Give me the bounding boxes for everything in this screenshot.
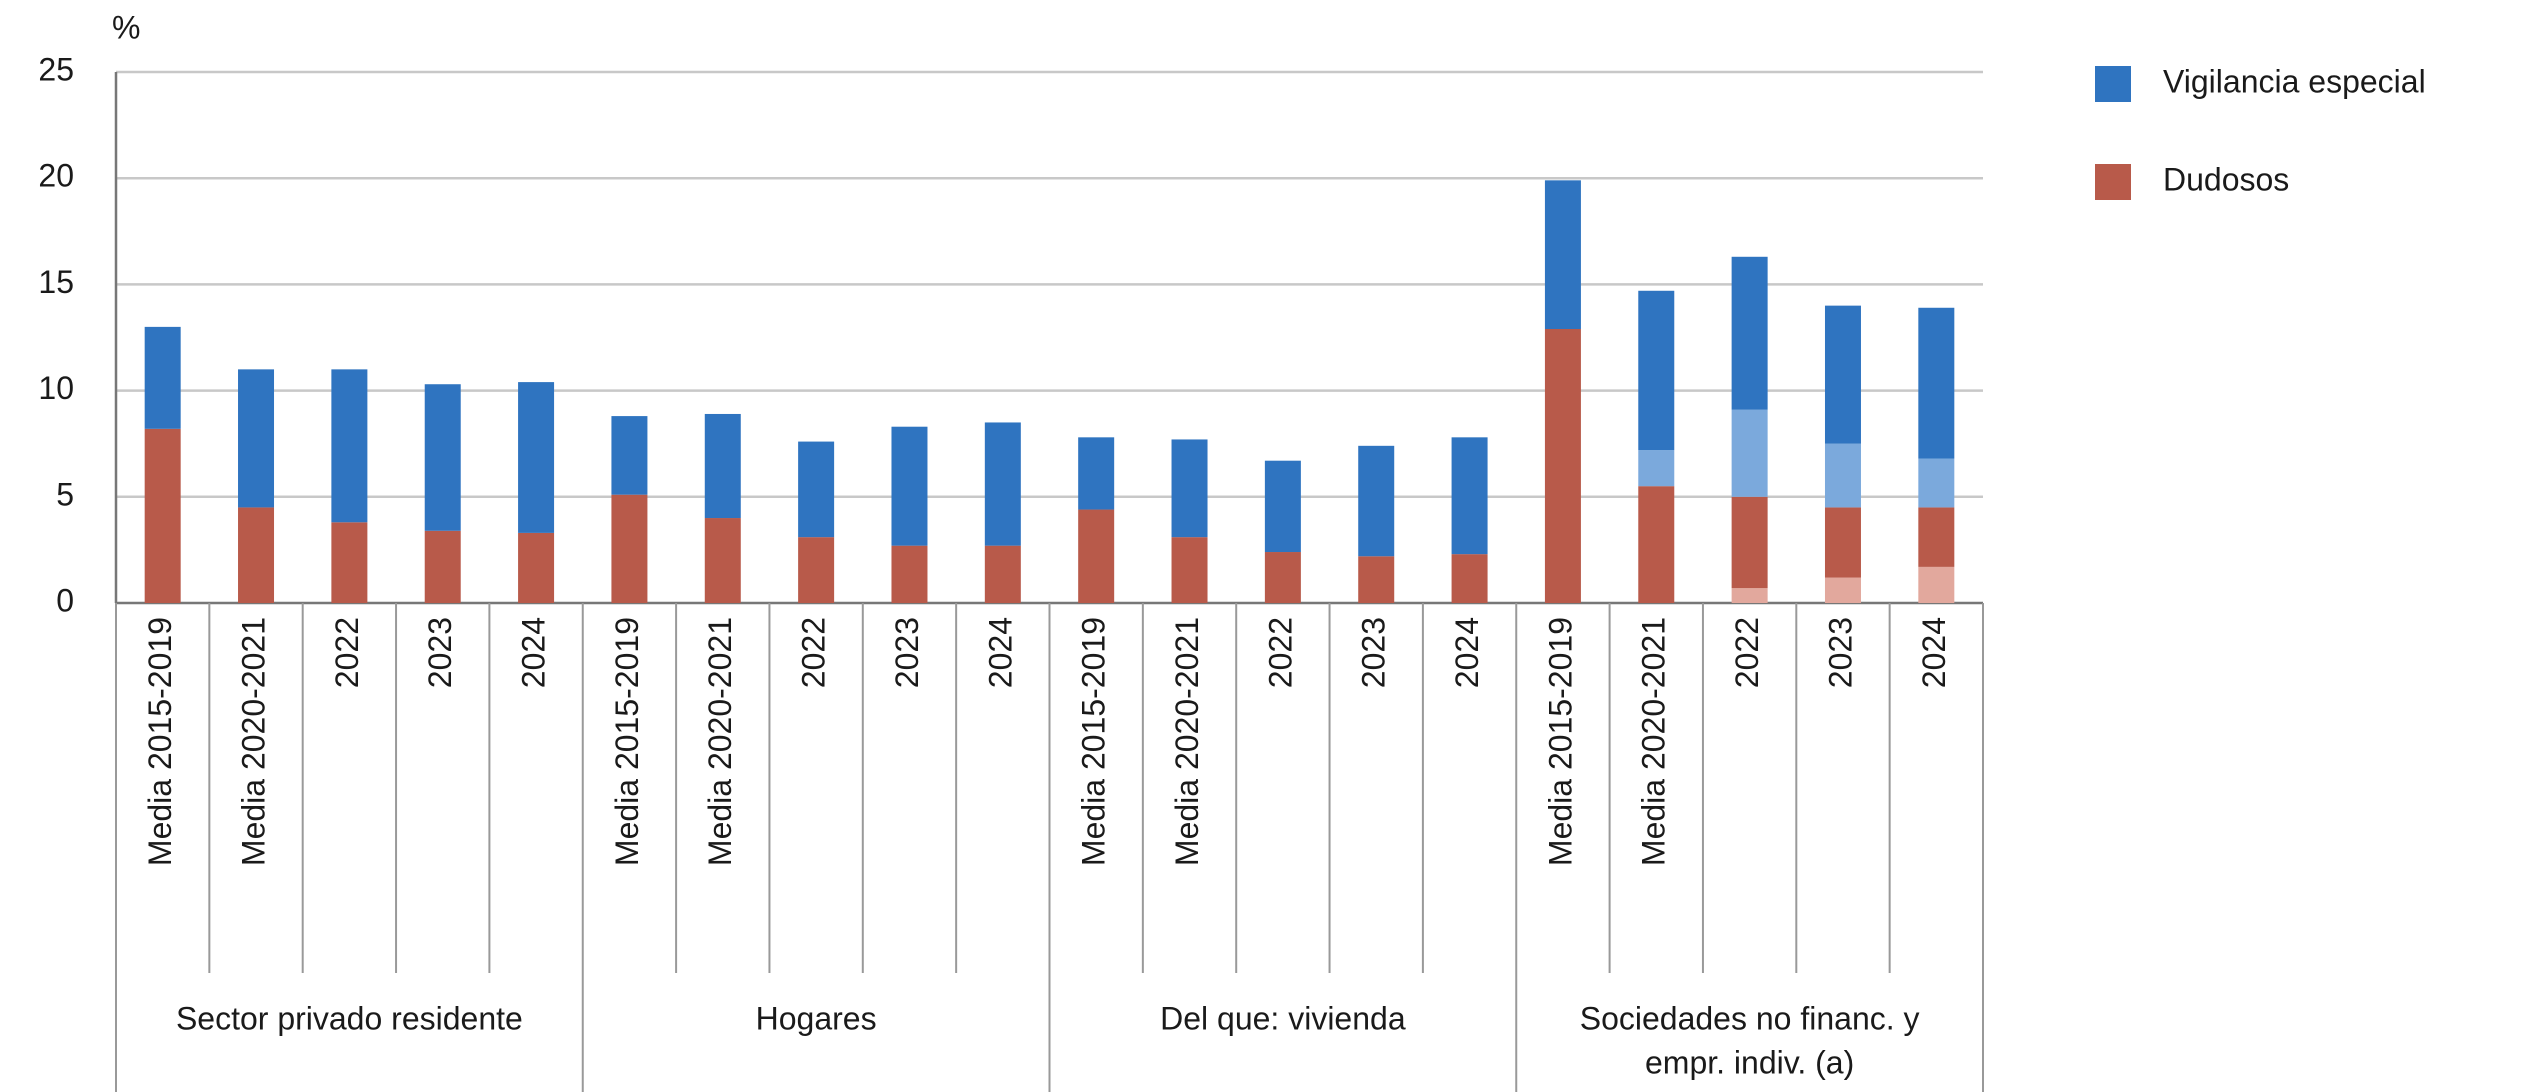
bar-segment — [1638, 290, 1675, 451]
x-tick-label: 2023 — [889, 617, 925, 688]
bar-segment — [611, 494, 648, 603]
group-label: Sector privado residente — [176, 1000, 523, 1036]
bar-segment — [144, 326, 181, 429]
bar-segment — [1638, 450, 1675, 487]
x-tick-label: Media 2015-2019 — [1076, 617, 1112, 866]
y-tick-label: 25 — [38, 51, 74, 87]
bar-segment — [1451, 437, 1488, 555]
bar-segment — [424, 530, 461, 603]
x-tick-label: 2022 — [796, 617, 832, 688]
bar-segment — [144, 428, 181, 603]
bar-segment — [1918, 566, 1955, 603]
group-label: empr. indiv. (a) — [1645, 1044, 1854, 1080]
bar-segment — [1638, 486, 1675, 603]
bar-segment — [1358, 445, 1395, 557]
legend-swatch — [2095, 164, 2131, 200]
bar-segment — [891, 545, 928, 603]
bar-segment — [1824, 577, 1861, 603]
x-tick-label: Media 2015-2019 — [1542, 617, 1578, 866]
bar-segment — [1731, 256, 1768, 410]
x-tick-label: 2022 — [329, 617, 365, 688]
legend-label: Dudosos — [2163, 161, 2289, 197]
bar-segment — [518, 532, 555, 603]
x-tick-label: 2022 — [1262, 617, 1298, 688]
y-axis-unit: % — [112, 9, 140, 45]
x-tick-label: Media 2020-2021 — [1636, 617, 1672, 866]
bar-segment — [1078, 437, 1115, 510]
bar-segment — [331, 522, 368, 603]
bar-segment — [238, 507, 275, 603]
bar-segment — [798, 441, 835, 538]
bar-segment — [1544, 180, 1581, 330]
bar-segment — [704, 413, 741, 519]
x-tick-label: 2023 — [1822, 617, 1858, 688]
bar-segment — [1824, 507, 1861, 578]
y-tick-label: 10 — [38, 370, 74, 406]
bar-segment — [518, 382, 555, 533]
bar-segment — [1078, 509, 1115, 603]
bar-segment — [984, 422, 1021, 546]
x-tick-label: 2022 — [1729, 617, 1765, 688]
y-tick-label: 0 — [56, 582, 74, 618]
bar-segment — [1918, 507, 1955, 567]
x-tick-label: Media 2015-2019 — [609, 617, 645, 866]
bar-segment — [1171, 439, 1208, 538]
group-label: Del que: vivienda — [1160, 1000, 1406, 1036]
bar-segment — [704, 518, 741, 603]
x-tick-label: 2023 — [422, 617, 458, 688]
bar-segment — [1358, 556, 1395, 603]
bar-segment — [1824, 443, 1861, 508]
bar-segment — [611, 416, 648, 495]
y-tick-label: 20 — [38, 158, 74, 194]
legend-swatch — [2095, 66, 2131, 102]
bar-segment — [1451, 554, 1488, 603]
y-tick-label: 15 — [38, 264, 74, 300]
x-tick-label: 2024 — [516, 617, 552, 688]
legend-label: Vigilancia especial — [2163, 63, 2426, 99]
bar-segment — [1824, 305, 1861, 444]
y-tick-label: 5 — [56, 476, 74, 512]
bar-segment — [798, 537, 835, 603]
group-label: Hogares — [756, 1000, 877, 1036]
bar-segment — [1731, 588, 1768, 603]
bar-segment — [1918, 307, 1955, 459]
x-tick-label: Media 2020-2021 — [1169, 617, 1205, 866]
bar-segment — [1918, 458, 1955, 508]
bar-segment — [331, 369, 368, 523]
x-tick-label: Media 2020-2021 — [235, 617, 271, 866]
x-tick-label: Media 2020-2021 — [702, 617, 738, 866]
group-label: Sociedades no financ. y — [1580, 1000, 1920, 1036]
bar-segment — [238, 369, 275, 508]
bar-segment — [984, 545, 1021, 603]
x-tick-label: 2024 — [1916, 617, 1952, 688]
x-tick-label: 2024 — [1449, 617, 1485, 688]
bar-segment — [1731, 409, 1768, 497]
bar-segment — [424, 384, 461, 531]
bar-segment — [1264, 460, 1301, 553]
bar-segment — [1171, 537, 1208, 603]
bar-segment — [1264, 552, 1301, 603]
x-tick-label: 2023 — [1356, 617, 1392, 688]
bar-segment — [1544, 329, 1581, 603]
x-tick-label: 2024 — [982, 617, 1018, 688]
x-tick-label: Media 2015-2019 — [142, 617, 178, 866]
bar-segment — [891, 426, 928, 546]
bar-segment — [1731, 496, 1768, 589]
